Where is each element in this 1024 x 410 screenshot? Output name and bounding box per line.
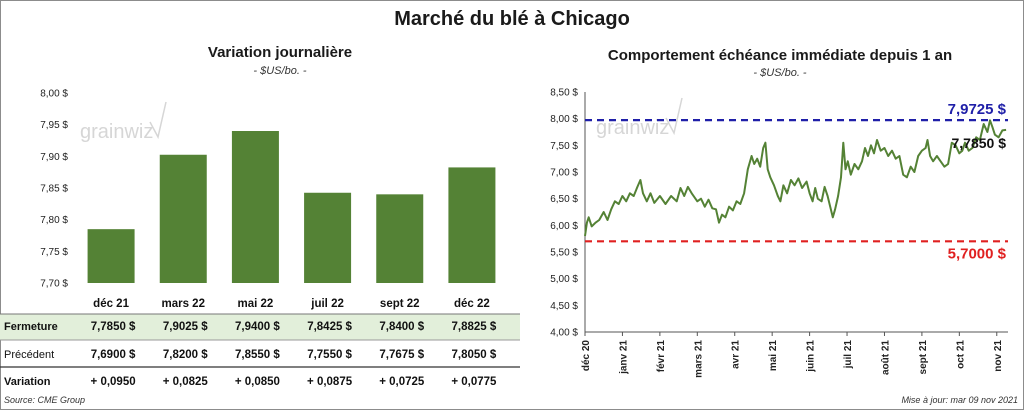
reference-label: 5,7000 $ <box>948 245 1007 262</box>
line-chart-title: Comportement échéance immédiate depuis 1… <box>607 47 953 64</box>
y-tick-label: 6,00 $ <box>550 221 578 232</box>
y-tick-label: 8,00 $ <box>40 89 68 100</box>
bar <box>87 229 135 283</box>
table-cell: 7,8425 $ <box>307 321 352 333</box>
bar <box>376 194 424 283</box>
x-tick-label: mai 21 <box>768 340 779 372</box>
price-line <box>584 119 1007 237</box>
x-tick-label: févr 21 <box>656 340 667 373</box>
table-cell: 7,9400 $ <box>235 321 280 333</box>
x-tick-label: déc 20 <box>581 340 592 372</box>
x-tick-label: nov 21 <box>993 340 1004 372</box>
table-row-label: Fermeture <box>4 321 58 333</box>
y-tick-label: 4,00 $ <box>550 328 578 339</box>
y-tick-label: 4,50 $ <box>550 301 578 312</box>
y-tick-label: 7,80 $ <box>40 215 68 226</box>
y-tick-label: 8,00 $ <box>550 114 578 125</box>
bar-chart-subtitle: - $US/bo. - <box>253 65 307 77</box>
table-cell: 7,8200 $ <box>163 349 208 361</box>
highlight-row <box>0 314 520 340</box>
bar <box>448 167 496 283</box>
x-tick-label: août 21 <box>880 340 891 375</box>
x-tick-label: oct 21 <box>955 340 966 369</box>
x-tick-label: juin 21 <box>806 340 817 373</box>
table-cell: 7,7550 $ <box>307 349 352 361</box>
table-row-label: Variation <box>4 376 51 388</box>
table-cell: 7,8400 $ <box>379 321 424 333</box>
table-cell: + 0,0850 <box>235 376 280 388</box>
line-chart-subtitle: - $US/bo. - <box>753 67 807 79</box>
table-cell: 7,8825 $ <box>452 321 497 333</box>
main-title: Marché du blé à Chicago <box>394 8 630 30</box>
x-tick-label: mars 21 <box>693 340 704 378</box>
x-tick-label: avr 21 <box>731 340 742 369</box>
y-tick-label: 7,85 $ <box>40 184 68 195</box>
x-category-label: déc 22 <box>454 298 490 310</box>
table-cell: + 0,0875 <box>307 376 353 388</box>
table-cell: + 0,0950 <box>91 376 136 388</box>
watermark-mark-icon <box>665 97 683 136</box>
x-category-label: mai 22 <box>238 298 274 310</box>
y-tick-label: 6,50 $ <box>550 194 578 205</box>
y-tick-label: 7,70 $ <box>40 279 68 290</box>
table-cell: 7,7675 $ <box>379 349 424 361</box>
y-tick-label: 7,50 $ <box>550 141 578 152</box>
x-category-label: mars 22 <box>162 298 205 310</box>
last-value-label: 7,7850 $ <box>952 135 1007 151</box>
reference-label: 7,9725 $ <box>948 101 1007 118</box>
update-note: Mise à jour: mar 09 nov 2021 <box>901 395 1018 405</box>
table-cell: + 0,0775 <box>451 376 497 388</box>
table-cell: + 0,0725 <box>379 376 425 388</box>
table-cell: 7,8050 $ <box>452 349 497 361</box>
y-tick-label: 7,95 $ <box>40 120 68 131</box>
table-cell: 7,7850 $ <box>91 321 136 333</box>
table-cell: 7,6900 $ <box>91 349 136 361</box>
x-category-label: juil 22 <box>310 298 344 310</box>
table-cell: 7,9025 $ <box>163 321 208 333</box>
y-tick-label: 5,50 $ <box>550 248 578 259</box>
bar <box>231 131 279 283</box>
watermark: grainwiz <box>596 117 669 139</box>
watermark-mark-icon <box>149 101 167 140</box>
source-note: Source: CME Group <box>4 395 86 405</box>
table-cell: 7,8550 $ <box>235 349 280 361</box>
y-tick-label: 8,50 $ <box>550 88 578 99</box>
watermark: grainwiz <box>80 121 153 143</box>
bar <box>304 192 352 283</box>
table-cell: + 0,0825 <box>163 376 209 388</box>
x-tick-label: juil 21 <box>843 340 854 370</box>
x-tick-label: sept 21 <box>918 340 929 375</box>
x-category-label: sept 22 <box>380 298 420 310</box>
x-tick-label: janv 21 <box>618 340 629 375</box>
table-row-label: Précédent <box>4 349 54 361</box>
y-tick-label: 7,90 $ <box>40 152 68 163</box>
bar-chart-title: Variation journalière <box>207 44 353 61</box>
x-category-label: déc 21 <box>93 298 129 310</box>
y-tick-label: 7,00 $ <box>550 168 578 179</box>
y-tick-label: 5,00 $ <box>550 274 578 285</box>
bar <box>159 154 207 283</box>
y-tick-label: 7,75 $ <box>40 247 68 258</box>
